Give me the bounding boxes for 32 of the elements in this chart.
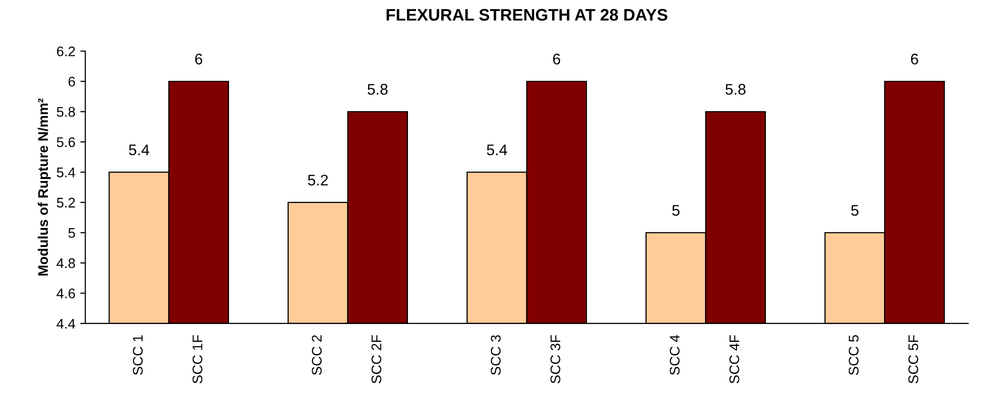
x-tick-label: SCC 1 [132,335,143,375]
y-tick-label: 5 [68,228,76,238]
y-tick-label: 4.6 [56,288,75,298]
data-label: 6 [553,54,560,64]
x-tick-label: SCC 5F [908,335,918,384]
y-tick-label: 5.4 [56,168,76,178]
chart-title: FLEXURAL STRENGTH AT 28 DAYS [386,8,668,21]
y-axis-title: Modulus of Rupture N/mm² [38,98,51,276]
y-tick-label: 4.8 [56,258,75,268]
x-tick-label: SCC 5 [848,335,859,375]
x-tick-label: SCC 2F [372,335,382,384]
x-tick-label: SCC 4 [670,334,680,375]
x-tick-label: SCC 3F [550,335,560,384]
data-label: 5 [672,205,680,216]
x-tick-label: SCC 1F [192,335,202,384]
data-label: 6 [195,54,202,64]
y-tick-label: 5.2 [56,198,75,208]
data-label: 5.4 [486,144,508,156]
data-label: 5 [851,205,858,216]
y-tick-label: 5.6 [56,137,75,148]
data-label: 5.4 [128,144,150,156]
y-tick-label: 5.8 [56,106,75,117]
y-tick-label: 6.2 [56,46,75,56]
data-label: 5.8 [368,84,388,95]
y-tick-label: 4.4 [56,318,76,328]
x-tick-label: SCC 3 [490,335,501,375]
data-label: 5.2 [308,174,328,186]
x-tick-label: SCC 2 [312,335,322,375]
x-tick-label: SCC 4F [729,335,740,384]
y-tick-label: 6 [68,76,75,87]
data-label: 5.8 [726,84,746,95]
data-label: 6 [911,54,918,64]
